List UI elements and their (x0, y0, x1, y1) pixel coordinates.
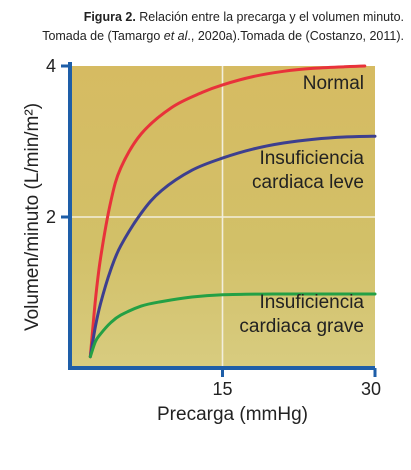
caption-source-pre: Tomada de (Tamargo (42, 29, 164, 43)
series-label-1-line-1: cardiaca leve (252, 172, 364, 193)
figure-caption: Figura 2. Relación entre la precarga y e… (8, 8, 404, 46)
axes: 2 4 15 30 (46, 56, 381, 399)
caption-source-post: ., 2020a).Tomada de (Costanzo, 2011). (187, 29, 404, 43)
y-tick-label-0: 2 (46, 207, 56, 227)
series-line-1 (88, 134, 377, 359)
grid-lines (70, 66, 375, 368)
series-line-0 (88, 64, 367, 359)
x-axis-title: Precarga (mmHg) (157, 404, 308, 425)
y-axis-title: Volumen/minuto (L/min/m²) (22, 103, 43, 331)
figure-number: Figura 2. (83, 10, 136, 24)
caption-line-1: Figura 2. Relación entre la precarga y e… (8, 8, 404, 27)
data-series (88, 64, 377, 359)
y-tick-label-1: 4 (46, 56, 56, 76)
caption-line-2: Tomada de (Tamargo et al., 2020a).Tomada… (8, 27, 404, 46)
caption-source-italic: et al (163, 29, 188, 43)
x-tick-label-1: 30 (361, 379, 381, 399)
caption-title: Relación entre la precarga y el volumen … (135, 10, 404, 24)
chart-labels: Precarga (mmHg) Volumen/minuto (L/min/m²)… (22, 73, 364, 425)
x-tick-label-0: 15 (212, 379, 232, 399)
series-label-1-line-0: Insuficiencia (259, 148, 364, 169)
series-label-2-line-1: cardiaca grave (239, 316, 364, 337)
series-label-0-line-0: Normal (303, 73, 364, 94)
series-line-2 (88, 292, 377, 359)
series-label-2-line-0: Insuficiencia (259, 292, 364, 313)
